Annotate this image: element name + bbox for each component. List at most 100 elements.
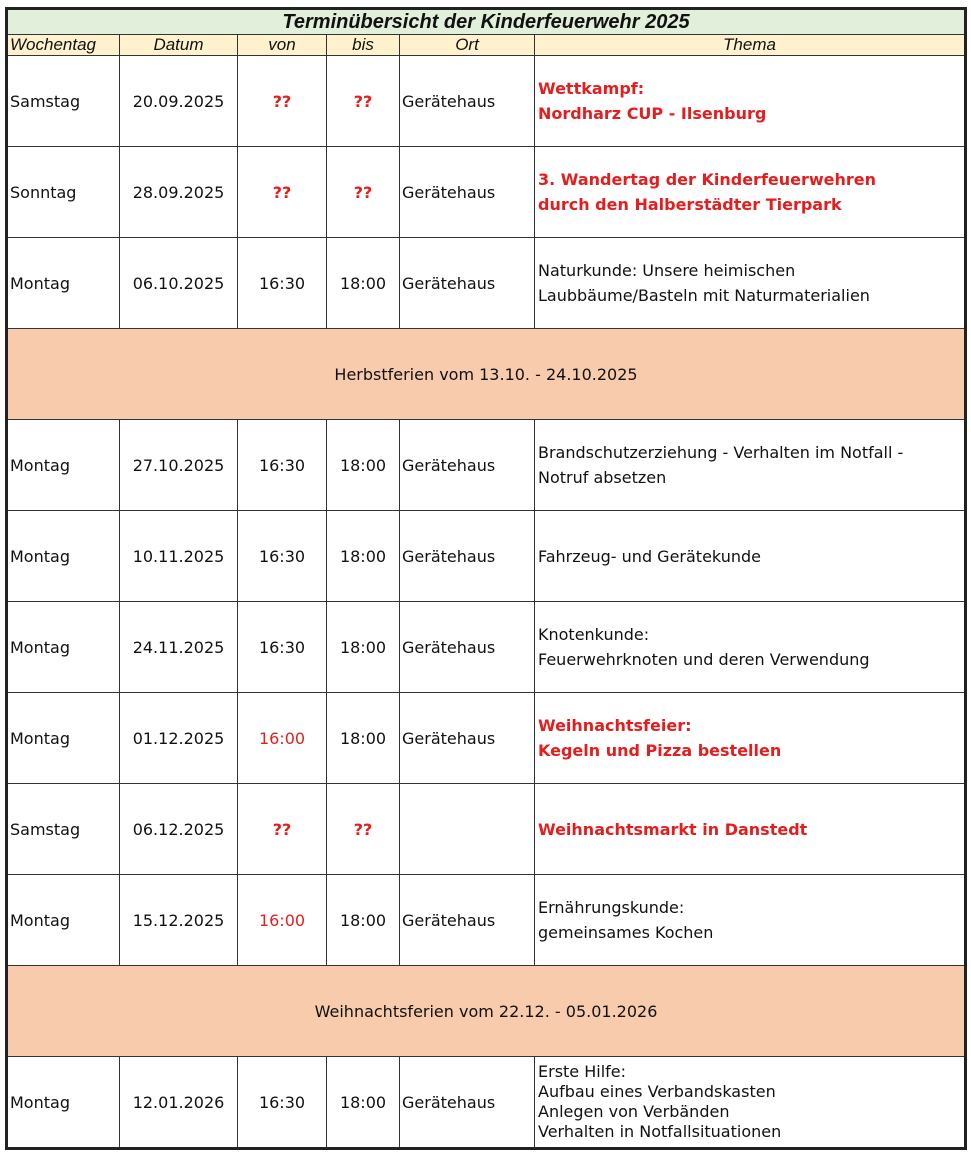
header-ort: Ort [399,34,535,56]
topic-line: Aufbau eines Verbandskasten [538,1082,776,1101]
event-row: Montag 01.12.2025 16:00 18:00 Gerätehaus Weih… [6,692,966,784]
weekday-cell: Montag [6,237,120,329]
to-cell: 18:00 [326,419,400,511]
weekday-cell: Montag [6,1056,120,1149]
from-cell: 16:30 [237,1056,327,1149]
to-cell: ?? [326,55,400,147]
date-cell: 28.09.2025 [119,146,238,238]
to-cell: 18:00 [326,692,400,784]
topic-cell: Fahrzeug- und Gerätekunde [534,510,966,602]
event-row: Samstag 20.09.2025???? Gerätehaus Wettkampf… [6,55,966,147]
weekday-cell: Montag [6,419,120,511]
date-cell: 20.09.2025 [119,55,238,147]
title-row: Terminübersicht der Kinderfeuerwehr 2025 [6,8,966,35]
event-row: Montag 27.10.2025 16:30 18:00 Gerätehaus Bran… [6,419,966,511]
date-cell: 01.12.2025 [119,692,238,784]
topic-line: durch den Halberstädter Tierpark [538,195,842,214]
weekday-cell: Sonntag [6,146,120,238]
place-cell: Gerätehaus [399,237,535,329]
to-cell: 18:00 [326,874,400,966]
topic-cell: Naturkunde: Unsere heimischen Laubbäume/B… [534,237,966,329]
holiday-row: Herbstferien vom 13.10. - 24.10.2025 [6,328,966,420]
weekday-cell: Montag [6,601,120,693]
topic-line: Wettkampf: [538,79,645,98]
event-row: Montag 15.12.2025 16:00 18:00 Gerätehaus Ernä… [6,874,966,966]
to-cell: 18:00 [326,237,400,329]
topic-line: Notruf absetzen [538,468,667,487]
place-cell: Gerätehaus [399,601,535,693]
topic-line: Weihnachtsmarkt in Danstedt [538,819,808,839]
event-row: Montag 24.11.2025 16:30 18:00 Gerätehaus Knot… [6,601,966,693]
weekday-cell: Montag [6,874,120,966]
event-row: Montag 12.01.2026 16:30 18:00 Gerätehaus Erst… [6,1056,966,1149]
from-cell: 16:30 [237,601,327,693]
date-cell: 24.11.2025 [119,601,238,693]
topic-line: Kegeln und Pizza bestellen [538,741,782,760]
topic-line: Fahrzeug- und Gerätekunde [538,546,761,566]
topic-line: Feuerwehrknoten und deren Verwendung [538,650,870,669]
topic-cell: Weihnachtsfeier: Kegeln und Pizza bestell… [534,692,966,784]
date-cell: 10.11.2025 [119,510,238,602]
place-cell: Gerätehaus [399,692,535,784]
place-cell: Gerätehaus [399,146,535,238]
topic-cell: Erste Hilfe: Aufbau eines Verbandskasten A… [534,1056,966,1149]
place-cell [399,783,535,875]
from-cell: 16:00 [237,874,327,966]
topic-cell: 3. Wandertag der Kinderfeuerwehren durch … [534,146,966,238]
topic-line: Nordharz CUP - Ilsenburg [538,104,767,123]
topic-line: gemeinsames Kochen [538,923,714,942]
from-cell: 16:30 [237,419,327,511]
holiday-text: Herbstferien vom 13.10. - 24.10.2025 [6,328,966,420]
to-cell: ?? [326,146,400,238]
table-title: Terminübersicht der Kinderfeuerwehr 2025 [6,8,966,35]
header-row: Wochentag Datum von bis Ort Thema [6,34,966,56]
to-cell: 18:00 [326,510,400,602]
holiday-text: Weihnachtsferien vom 22.12. - 05.01.2026 [6,965,966,1057]
topic-cell: Ernährungskunde: gemeinsames Kochen [534,874,966,966]
topic-line: 3. Wandertag der Kinderfeuerwehren [538,170,877,189]
to-cell: ?? [326,783,400,875]
topic-cell: Weihnachtsmarkt in Danstedt [534,783,966,875]
event-row: Montag 06.10.2025 16:30 18:00 Gerätehaus Natu… [6,237,966,329]
from-cell: ?? [237,783,327,875]
schedule-table: Terminübersicht der Kinderfeuerwehr 2025… [5,7,967,1150]
weekday-cell: Samstag [6,55,120,147]
topic-line: Naturkunde: Unsere heimischen [538,261,796,280]
date-cell: 12.01.2026 [119,1056,238,1149]
date-cell: 06.10.2025 [119,237,238,329]
from-cell: ?? [237,146,327,238]
event-row: Sonntag 28.09.2025???? Gerätehaus 3. Wander… [6,146,966,238]
from-cell: 16:00 [237,692,327,784]
topic-line: Erste Hilfe: [538,1062,627,1081]
topic-line: Ernährungskunde: [538,898,685,917]
date-cell: 15.12.2025 [119,874,238,966]
from-cell: 16:30 [237,510,327,602]
place-cell: Gerätehaus [399,510,535,602]
header-thema: Thema [534,34,966,56]
place-cell: Gerätehaus [399,1056,535,1149]
holiday-row: Weihnachtsferien vom 22.12. - 05.01.2026 [6,965,966,1057]
weekday-cell: Samstag [6,783,120,875]
topic-line: Laubbäume/Basteln mit Naturmaterialien [538,286,870,305]
from-cell: ?? [237,55,327,147]
topic-line: Anlegen von Verbänden [538,1102,730,1121]
place-cell: Gerätehaus [399,419,535,511]
topic-cell: Knotenkunde: Feuerwehrknoten und deren Ve… [534,601,966,693]
date-cell: 06.12.2025 [119,783,238,875]
topic-line: Verhalten in Notfallsituationen [538,1122,782,1141]
weekday-cell: Montag [6,692,120,784]
topic-line: Knotenkunde: [538,625,650,644]
header-datum: Datum [119,34,238,56]
header-wochentag: Wochentag [6,34,120,56]
topic-line: Brandschutzerziehung - Verhalten im Notf… [538,443,904,462]
topic-line: Weihnachtsfeier: [538,716,692,735]
weekday-cell: Montag [6,510,120,602]
topic-cell: Brandschutzerziehung - Verhalten im Notf… [534,419,966,511]
header-von: von [237,34,327,56]
to-cell: 18:00 [326,1056,400,1149]
place-cell: Gerätehaus [399,874,535,966]
to-cell: 18:00 [326,601,400,693]
from-cell: 16:30 [237,237,327,329]
event-row: Montag 10.11.2025 16:30 18:00 Gerätehaus Fahr… [6,510,966,602]
event-row: Samstag 06.12.2025???? Weihnachtsmarkt in … [6,783,966,875]
